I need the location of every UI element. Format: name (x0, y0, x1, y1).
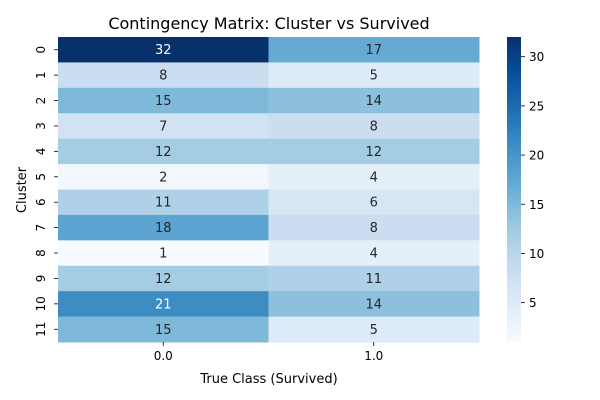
colorbar-tick-label: 30 (529, 50, 544, 64)
heatmap-cell (58, 37, 269, 63)
cell-label: 7 (159, 119, 167, 134)
heatmap-cell (268, 62, 480, 89)
cell-label: 4 (370, 170, 378, 185)
y-tick-label: 10 (34, 296, 48, 311)
heatmap-cell (58, 214, 269, 241)
heatmap-cell (268, 164, 480, 190)
y-tick-label: 2 (34, 97, 48, 105)
heatmap-cell (58, 265, 269, 292)
heatmap-cell (58, 113, 269, 140)
cell-label: 5 (370, 323, 378, 338)
heatmap-cell (58, 138, 269, 165)
heatmap-cell (268, 189, 480, 216)
cell-label: 21 (155, 297, 172, 312)
cell-label: 11 (155, 196, 172, 211)
cell-label: 5 (370, 69, 378, 84)
cell-label: 6 (370, 196, 378, 211)
heatmap-cell (268, 214, 480, 241)
colorbar-tick-label: 10 (529, 247, 544, 261)
colorbar-ticks: 5 10 15 20 25 30 (521, 50, 544, 310)
y-tick-label: 1 (34, 71, 48, 79)
colorbar-tick-label: 5 (529, 296, 537, 310)
colorbar-tick-label: 25 (529, 99, 544, 113)
cell-label: 15 (155, 323, 172, 338)
y-tick-label: 9 (34, 275, 48, 283)
heatmap-cell (58, 291, 269, 318)
y-tick-label: 8 (34, 249, 48, 257)
cell-label: 8 (370, 119, 378, 134)
heatmap-cell (268, 138, 480, 165)
heatmap-cell (268, 265, 480, 292)
y-tick-label: 5 (34, 173, 48, 181)
heatmap-cell (268, 291, 480, 318)
cell-label: 8 (159, 69, 167, 84)
cell-label: 1 (159, 247, 167, 262)
cell-label: 12 (155, 272, 172, 287)
heatmap-cell (58, 189, 269, 216)
heatmap-cell (268, 87, 480, 114)
colorbar-tick-label: 15 (529, 198, 544, 212)
heatmap-cell (58, 164, 269, 190)
cell-label: 14 (365, 94, 382, 109)
heatmap-cell (268, 316, 480, 343)
colorbar (507, 37, 521, 342)
chart-title: Contingency Matrix: Cluster vs Survived (108, 14, 429, 33)
y-tick-label: 3 (34, 122, 48, 130)
cell-label: 2 (159, 170, 167, 185)
cell-label: 18 (155, 221, 172, 236)
x-axis-ticks: 0.0 1.0 (154, 342, 383, 363)
colorbar-tick-label: 20 (529, 149, 544, 163)
cell-label: 12 (365, 145, 382, 160)
cell-label: 8 (370, 221, 378, 236)
heatmap-cell (58, 87, 269, 114)
y-tick-label: 0 (34, 46, 48, 54)
cell-label: 14 (365, 297, 382, 312)
x-tick-label: 1.0 (364, 349, 383, 363)
heatmap-cell (58, 240, 269, 267)
cell-label: 12 (155, 145, 172, 160)
cell-label: 32 (155, 43, 172, 58)
heatmap-cell (268, 240, 480, 267)
y-tick-label: 6 (34, 198, 48, 206)
y-axis-ticks: 0 1 2 3 4 5 6 7 8 9 10 11 (34, 46, 58, 337)
heatmap-cell (58, 62, 269, 89)
heatmap-cell (58, 316, 269, 343)
cell-label: 4 (370, 247, 378, 262)
x-axis-label: True Class (Survived) (199, 372, 337, 387)
y-axis-label: Cluster (15, 166, 30, 213)
cell-label: 17 (365, 43, 382, 58)
cell-label: 15 (155, 94, 172, 109)
heatmap-cell (268, 113, 480, 140)
heatmap-cell (268, 37, 480, 63)
y-tick-label: 4 (34, 148, 48, 156)
y-tick-label: 7 (34, 224, 48, 232)
y-tick-label: 11 (34, 322, 48, 337)
cell-label: 11 (365, 272, 382, 287)
x-tick-label: 0.0 (154, 349, 173, 363)
